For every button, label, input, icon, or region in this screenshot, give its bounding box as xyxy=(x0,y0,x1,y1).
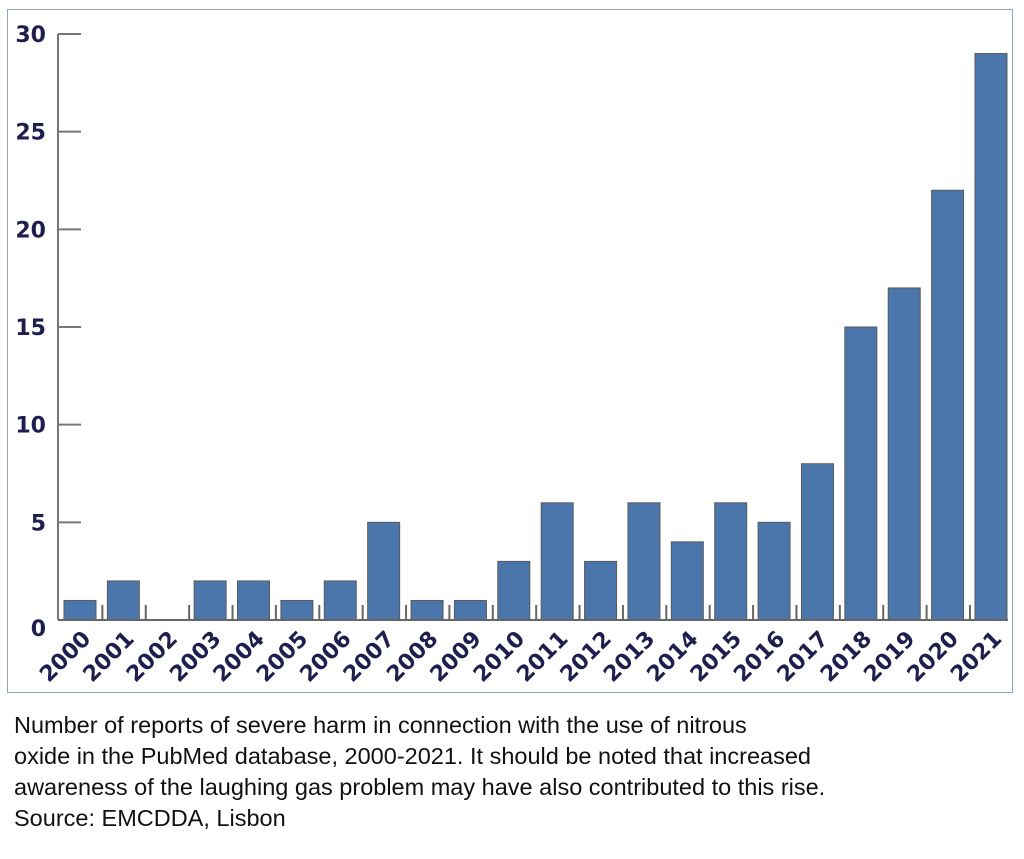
bar-2012 xyxy=(584,560,618,621)
bar-2019 xyxy=(887,287,921,621)
bar-2008 xyxy=(410,599,444,621)
caption-line: oxide in the PubMed database, 2000-2021.… xyxy=(14,743,811,769)
caption-line: Number of reports of severe harm in conn… xyxy=(14,712,747,738)
bar-2010 xyxy=(497,560,531,621)
bar-2011 xyxy=(540,502,574,621)
y-tick-label: 30 xyxy=(15,23,46,48)
bar-2016 xyxy=(757,521,791,621)
bar-2009 xyxy=(453,599,487,621)
bar-2013 xyxy=(627,502,661,621)
y-tick-label: 5 xyxy=(31,511,46,536)
caption-line: awareness of the laughing gas problem ma… xyxy=(14,774,826,800)
caption-source: Source: EMCDDA, Lisbon xyxy=(14,805,286,831)
bar-chart: 2000200120022003200420052006200720082009… xyxy=(15,23,1008,688)
bar-2014 xyxy=(670,541,704,621)
bar-2007 xyxy=(367,521,401,621)
y-tick-label: 10 xyxy=(15,414,46,439)
bar-2004 xyxy=(237,580,271,621)
y-tick-label: 25 xyxy=(15,121,46,146)
x-tick-label: 2021 xyxy=(946,627,1007,688)
bar-2005 xyxy=(280,599,314,621)
bar-2017 xyxy=(800,463,834,621)
bar-2000 xyxy=(63,599,97,621)
figure-caption: Number of reports of severe harm in conn… xyxy=(14,710,1014,834)
bar-2015 xyxy=(714,502,748,621)
bar-2006 xyxy=(323,580,357,621)
bar-2001 xyxy=(106,580,140,621)
y-tick-label: 0 xyxy=(31,617,46,642)
chart-frame xyxy=(7,9,1013,693)
y-tick-label: 15 xyxy=(15,316,46,341)
y-tick-label: 20 xyxy=(15,218,46,243)
bar-2021 xyxy=(974,53,1008,621)
bar-2020 xyxy=(931,189,965,621)
bar-2018 xyxy=(844,326,878,621)
bar-2003 xyxy=(193,580,227,621)
